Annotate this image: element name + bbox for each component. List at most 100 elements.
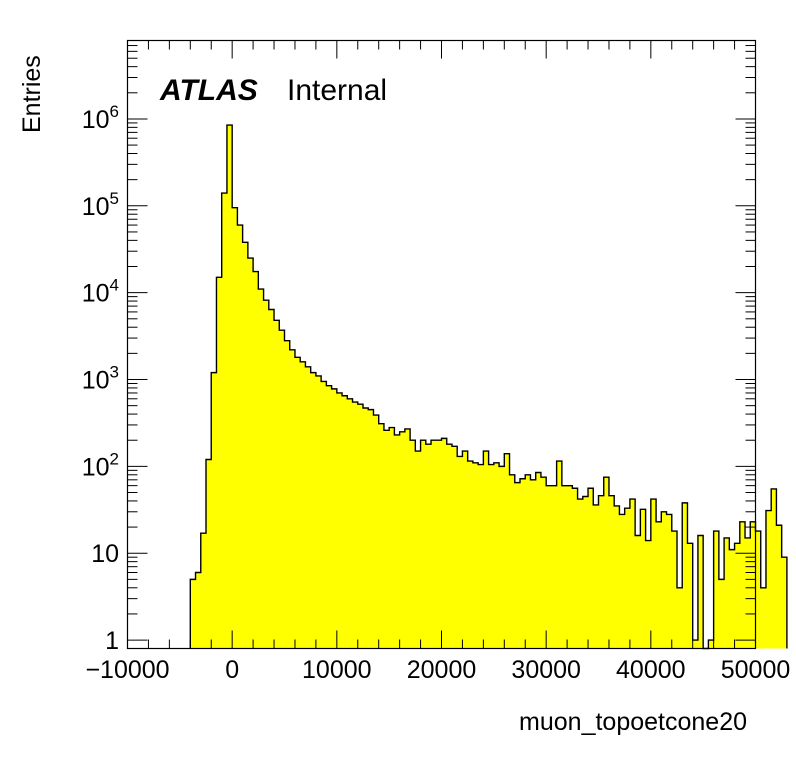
histogram-bar xyxy=(697,535,704,649)
histogram-bar xyxy=(677,587,683,649)
x-tick-label: 0 xyxy=(225,656,239,684)
histogram-bar xyxy=(535,472,542,649)
y-tick-label: 105 xyxy=(82,189,119,221)
histogram-bar xyxy=(567,485,573,649)
y-tick-label: 106 xyxy=(82,102,119,134)
histogram-bar xyxy=(483,451,489,649)
histogram-bar xyxy=(640,509,646,649)
y-tick-label: 102 xyxy=(82,449,119,481)
histogram-bar xyxy=(352,402,359,649)
histogram-bar xyxy=(739,521,746,649)
histogram-bar xyxy=(315,375,322,649)
histogram-bar xyxy=(294,357,301,649)
histogram-bar xyxy=(457,456,463,649)
histogram-bar xyxy=(242,242,249,649)
histogram-bar xyxy=(394,434,400,649)
histogram-bar xyxy=(608,495,615,649)
y-tick-label: 103 xyxy=(82,363,119,395)
histogram-bar xyxy=(415,451,421,649)
histogram-bar xyxy=(200,533,207,649)
histogram-bar xyxy=(378,423,385,649)
histogram-bar xyxy=(305,366,311,649)
histogram-bar xyxy=(389,427,395,649)
histogram-bar xyxy=(687,543,693,649)
x-tick-label: 50000 xyxy=(721,656,791,684)
histogram-bar xyxy=(342,395,348,649)
histogram-bar xyxy=(226,125,233,649)
histogram-bar xyxy=(467,461,474,649)
histogram-bar xyxy=(765,510,772,649)
histogram-bar xyxy=(499,466,505,649)
histogram-bar xyxy=(399,431,406,649)
histogram-bar xyxy=(284,340,291,649)
histogram-bar xyxy=(472,462,479,649)
histogram-bar xyxy=(336,392,343,649)
histogram-bar xyxy=(321,381,327,649)
histogram-bar xyxy=(279,330,285,649)
histogram-bar xyxy=(436,440,442,649)
histogram-bar xyxy=(692,640,699,649)
histogram-bar xyxy=(588,488,594,649)
histogram-bar xyxy=(771,488,777,649)
histogram-bar xyxy=(310,372,317,649)
histogram-bar xyxy=(420,440,427,649)
x-tick-label: 10000 xyxy=(302,656,372,684)
histogram-bar xyxy=(357,404,364,649)
histogram-bar xyxy=(582,496,589,649)
histogram-bar xyxy=(373,415,379,649)
histogram-bar xyxy=(509,474,516,649)
histogram-bar xyxy=(253,271,259,649)
histogram-bar xyxy=(520,478,526,649)
histogram-bars xyxy=(190,125,788,649)
y-axis-title: Entries xyxy=(18,55,46,133)
histogram-bar xyxy=(368,409,374,649)
histogram-bar xyxy=(776,525,782,649)
histogram-bar xyxy=(729,549,735,649)
histogram-bar xyxy=(331,388,338,649)
histogram-bar xyxy=(258,289,264,649)
histogram-bar xyxy=(263,300,270,649)
histogram-bar xyxy=(206,459,212,649)
histogram-bar xyxy=(216,277,222,649)
histogram-bar xyxy=(268,309,275,649)
histogram-bar xyxy=(755,531,762,649)
histogram-bar xyxy=(410,440,416,649)
histogram-bar xyxy=(232,207,238,649)
histogram-bar xyxy=(750,521,756,649)
histogram-bar xyxy=(629,499,636,649)
histogram-bar xyxy=(425,444,432,649)
histogram-bar xyxy=(713,531,720,649)
histogram-bar xyxy=(221,193,228,649)
histogram-bar xyxy=(404,428,411,649)
histogram-bar xyxy=(383,430,390,649)
y-tick-label: 104 xyxy=(82,276,119,308)
histogram-bar xyxy=(614,505,620,649)
histogram-bar xyxy=(289,349,296,649)
x-tick-labels: −10000 0 10000 20000 30000 40000 50000 xyxy=(85,656,790,684)
histogram-bar xyxy=(514,482,521,649)
histogram-bar xyxy=(431,440,437,649)
histogram-bar xyxy=(551,485,557,649)
y-tick-label: 1 xyxy=(105,627,119,655)
histogram-bar xyxy=(300,361,306,649)
histogram-bar xyxy=(619,514,625,649)
histogram-bar xyxy=(666,514,673,649)
histogram-bar xyxy=(781,557,788,649)
histogram-bar xyxy=(572,488,578,649)
histogram-bar xyxy=(493,462,500,649)
histogram-bar xyxy=(682,502,688,649)
x-tick-label: 30000 xyxy=(511,656,581,684)
histogram-bar xyxy=(247,258,254,649)
histogram-bar xyxy=(598,495,605,649)
histogram-bar xyxy=(195,572,202,649)
histogram-bar xyxy=(546,485,552,649)
histogram-bar xyxy=(671,531,678,649)
histogram-bar xyxy=(488,464,495,649)
atlas-label: ATLAS xyxy=(159,74,258,107)
histogram-bar xyxy=(577,499,584,649)
histogram-bar xyxy=(190,579,196,649)
histogram-bar xyxy=(656,521,662,649)
histogram-bar xyxy=(708,640,714,649)
histogram-bar xyxy=(645,540,652,649)
histogram-bar xyxy=(504,453,510,649)
